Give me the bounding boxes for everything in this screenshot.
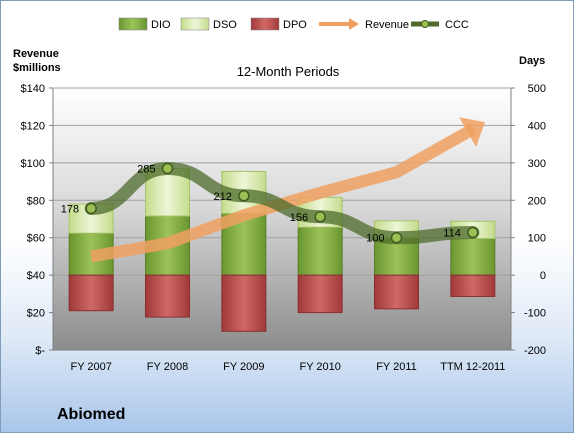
legend-swatch-ccc-marker [421, 20, 429, 28]
left-axis-label-line2: $millions [13, 62, 61, 74]
left-tick-label: $- [35, 345, 45, 357]
x-tick-label: FY 2010 [299, 361, 340, 373]
left-axis-label-line1: Revenue [13, 48, 59, 60]
left-tick-label: $140 [21, 83, 45, 95]
ccc-point [314, 211, 326, 223]
bar-dpo [297, 274, 343, 314]
legend-label: DPO [283, 19, 307, 31]
ccc-point [85, 202, 97, 215]
ccc-point [390, 231, 403, 244]
ccc-data-label: 178 [61, 204, 79, 216]
bar-dpo [68, 274, 114, 312]
x-tick-label: FY 2007 [70, 361, 111, 373]
legend-swatch-revenue-arrow [349, 18, 359, 30]
legend-label: CCC [445, 19, 469, 31]
x-tick-label: TTM 12-2011 [440, 361, 505, 373]
legend-swatch-dso [180, 17, 210, 31]
legend-label: Revenue [365, 19, 409, 31]
bar-dio [297, 226, 343, 276]
left-tick-label: $100 [21, 158, 45, 170]
legend-swatch-dpo [250, 17, 280, 31]
right-tick-label: 400 [528, 120, 546, 132]
bar-dpo [145, 274, 190, 318]
legend-label: DSO [213, 19, 237, 31]
left-tick-label: $80 [27, 195, 45, 207]
ccc-data-label: 285 [137, 163, 155, 175]
bar-dpo [374, 274, 419, 310]
right-tick-label: -100 [524, 308, 546, 320]
left-tick-label: $40 [27, 270, 45, 282]
right-tick-label: 0 [540, 270, 546, 282]
plot-area [53, 88, 511, 350]
left-tick-label: $20 [27, 308, 45, 320]
legend-label: DIO [151, 19, 171, 31]
right-tick-label: 300 [528, 158, 546, 170]
ccc-point [238, 190, 250, 202]
x-tick-label: FY 2008 [147, 361, 188, 373]
left-axis-ticks: $- $20 $40 $60 $80 $100 $120 $140 [21, 83, 511, 357]
ccc-data-label: 114 [443, 227, 461, 239]
legend-swatch-dio [118, 17, 148, 31]
x-tick-label: FY 2011 [376, 361, 417, 373]
right-tick-label: 200 [528, 195, 546, 207]
x-axis-ticks: FY 2007 FY 2008 FY 2009 FY 2010 FY 2011 TTM 1… [70, 361, 505, 373]
ccc-point [161, 162, 174, 175]
bar-dpo [450, 274, 496, 297]
x-tick-label: FY 2009 [223, 361, 264, 373]
ccc-point [467, 226, 479, 239]
right-tick-label: 100 [528, 233, 546, 245]
ccc-data-label: 100 [366, 233, 384, 245]
right-axis-ticks: -200 -100 0 100 200 300 400 500 [510, 83, 546, 357]
ccc-series: 178 285 212 156 100 114 [61, 161, 480, 245]
bar-dpo [221, 274, 267, 332]
right-axis-label: Days [519, 55, 545, 67]
company-name: Abiomed [57, 406, 126, 423]
legend: DIO DSO DPO Revenue CCC [118, 17, 469, 31]
right-tick-label: 500 [528, 83, 546, 95]
ccc-data-label: 212 [213, 191, 231, 203]
bar-dio [450, 237, 496, 276]
ccc-data-label: 156 [290, 212, 308, 224]
ccc-line [84, 161, 480, 245]
left-tick-label: $60 [27, 233, 45, 245]
revenue-arrowhead [459, 117, 486, 147]
left-tick-label: $120 [21, 120, 45, 132]
right-tick-label: -200 [524, 345, 546, 357]
chart-title: 12-Month Periods [237, 64, 340, 79]
